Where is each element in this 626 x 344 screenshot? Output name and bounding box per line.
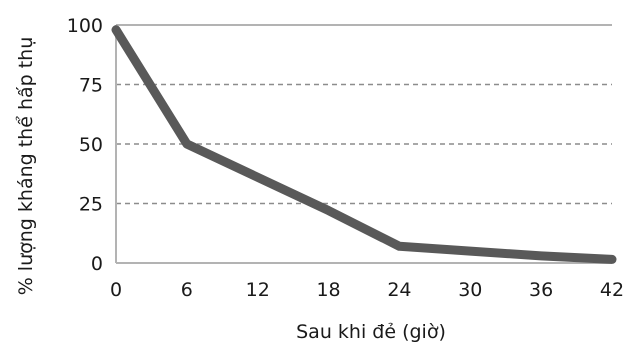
x-axis-label: Sau khi đẻ (giờ) — [296, 321, 446, 343]
x-tick-label: 24 — [387, 279, 411, 301]
y-tick-label: 0 — [91, 253, 103, 275]
grid-layer — [116, 24, 612, 205]
x-tick-label: 30 — [458, 279, 482, 301]
y-tick-label: 50 — [79, 134, 103, 156]
x-tick-label: 12 — [246, 279, 270, 301]
x-tick-label: 6 — [181, 279, 193, 301]
x-tick-label: 18 — [316, 279, 340, 301]
axis-layer — [115, 25, 612, 264]
x-tick-label: 36 — [529, 279, 553, 301]
tick-layer: 0 25 50 75 100 0 6 12 18 24 30 36 42 — [67, 15, 624, 301]
y-tick-label: 25 — [79, 194, 103, 216]
y-tick-label: 100 — [67, 15, 103, 37]
series-line — [111, 25, 617, 264]
y-axis-label: % lượng kháng thể hấp thụ — [15, 37, 37, 296]
series-layer — [111, 25, 617, 264]
x-tick-label: 0 — [110, 279, 122, 301]
x-tick-label: 42 — [600, 279, 624, 301]
y-tick-label: 75 — [79, 75, 103, 97]
